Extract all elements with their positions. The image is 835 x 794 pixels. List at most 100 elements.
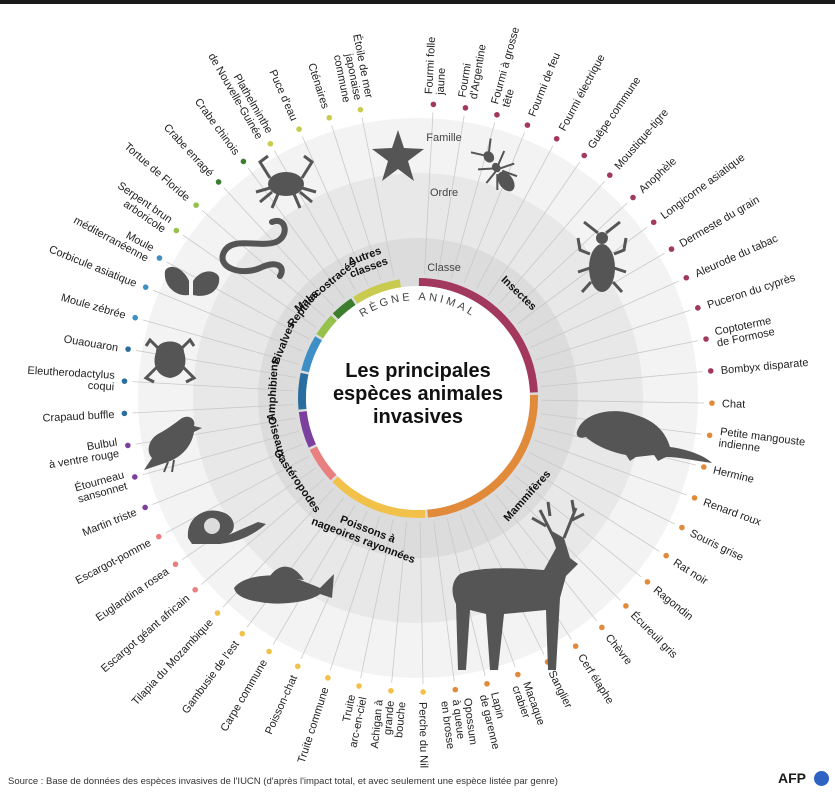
species-label: Crabe enragé	[161, 122, 215, 180]
class-label: Amphibiens	[265, 358, 281, 422]
species-dot	[700, 464, 707, 470]
species-dot	[606, 172, 613, 178]
species-dot	[581, 152, 588, 159]
class-arc	[298, 411, 317, 448]
species-label-line: Souris grise	[688, 527, 745, 563]
species-dot	[239, 630, 246, 637]
species-label-line: Puce d'eau	[266, 68, 299, 123]
species-dot	[240, 158, 247, 165]
spoke-line	[498, 180, 605, 305]
species-label-line: à queue	[450, 699, 467, 740]
species-dot	[215, 179, 222, 185]
species-dot	[131, 474, 138, 480]
species-dot	[326, 114, 333, 121]
species-label-line: Fourmi électrique	[557, 53, 608, 134]
species-label: Rat noir	[671, 557, 710, 588]
species-label-line: Cerf élaphe	[575, 652, 616, 706]
species-dot	[630, 194, 636, 201]
logo-text: AFP	[778, 770, 806, 786]
species-label-line: Anophèle	[637, 155, 679, 195]
species-dot	[691, 495, 698, 501]
class-arc	[353, 279, 402, 304]
species-dot	[214, 610, 221, 616]
species-dot	[142, 284, 149, 290]
spoke-line	[181, 467, 316, 561]
spoke-line	[132, 381, 295, 392]
species-label-line: à ventre rouge	[48, 448, 120, 471]
species-label: Escargot-pomme	[74, 537, 154, 587]
species-label: Fourmi de feu	[527, 51, 563, 118]
species-dot	[515, 671, 521, 678]
frog-icon	[143, 337, 197, 384]
species-label-line: Hermine	[712, 464, 755, 485]
class-arc	[298, 372, 309, 410]
species-label-line: Fourmi de feu	[527, 51, 563, 118]
ant-icon	[470, 138, 518, 192]
species-label-line: Ragondin	[651, 584, 695, 623]
spoke-line	[391, 521, 407, 683]
species-label-line: Carpe commune	[219, 658, 271, 734]
species-dot	[294, 663, 301, 670]
species-label-line: Rat noir	[671, 557, 710, 588]
species-label: Chat	[722, 398, 745, 410]
spoke-line	[200, 478, 325, 585]
species-label-line: Fourmi folle	[423, 36, 438, 94]
species-label: Fourmi électrique	[557, 53, 608, 134]
beetle-icon	[576, 220, 628, 294]
spoke-line	[246, 497, 345, 628]
species-label-line: Crapaud buffle	[42, 409, 114, 425]
species-dot	[524, 122, 531, 128]
species-dot	[668, 246, 675, 252]
species-dot	[155, 533, 162, 540]
species-dot	[572, 643, 579, 649]
spoke-line	[463, 132, 525, 284]
crab-icon	[255, 154, 317, 209]
spoke-line	[539, 340, 699, 374]
species-label: Souris grise	[688, 527, 745, 563]
spoke-line	[437, 115, 465, 276]
species-dot	[125, 442, 131, 449]
species-dot	[623, 603, 629, 609]
species-label-line: Opossum	[461, 697, 479, 745]
species-label: Chèvre	[603, 632, 635, 667]
species-dot	[142, 504, 148, 511]
spoke-line	[360, 519, 394, 679]
species-dot	[484, 680, 490, 687]
spoke-line	[450, 122, 496, 279]
species-dot	[679, 524, 685, 531]
spoke-line	[182, 234, 317, 328]
ring-label: Famille	[426, 132, 461, 144]
spoke-line	[487, 161, 581, 296]
species-label: Ouaouaron	[63, 333, 119, 354]
center-disc	[306, 286, 530, 510]
species-label: Cténaires	[305, 62, 331, 111]
species-dot	[388, 687, 394, 694]
species-dot	[192, 586, 198, 593]
spoke-line	[424, 112, 434, 275]
ring-label: Classe	[427, 262, 461, 274]
species-label-line: Chèvre	[603, 632, 635, 667]
species-dot	[707, 368, 714, 374]
species-label: Anophèle	[637, 155, 679, 195]
species-label-line: Bombyx disparate	[720, 357, 809, 377]
spoke-line	[534, 439, 688, 496]
species-label-line: jaune	[435, 68, 448, 97]
species-dot	[356, 683, 362, 689]
species-dot	[266, 648, 272, 655]
species-label: Moule zébrée	[60, 292, 127, 322]
spoke-line	[529, 452, 675, 525]
species-label-line: Poisson-chat	[263, 673, 300, 736]
spoke-line	[476, 145, 554, 289]
species-label-line: Cténaires	[305, 62, 331, 111]
source-note: Source : Base de données des espèces inv…	[8, 776, 558, 787]
spoke-line	[152, 443, 304, 505]
species-label-line: Chat	[722, 398, 745, 410]
species-dot	[683, 274, 690, 281]
species-label-line: Crabe enragé	[161, 122, 215, 180]
